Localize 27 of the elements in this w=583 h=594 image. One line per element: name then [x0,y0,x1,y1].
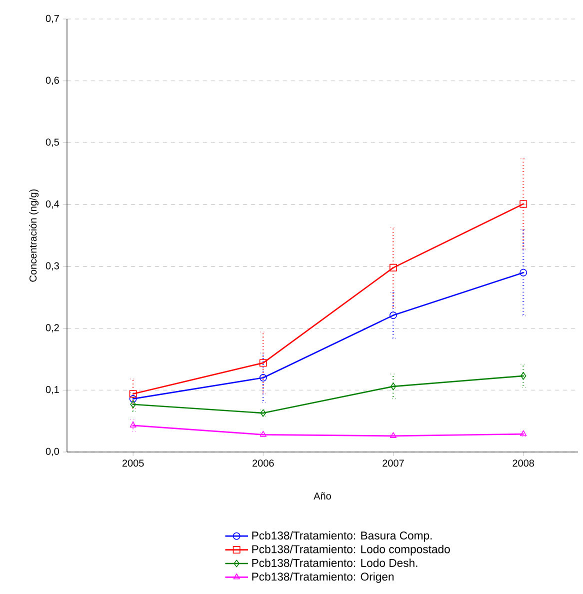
legend-label: Pcb138/Tratamiento: Lodo compostado [252,544,450,556]
point [390,382,396,390]
point [259,359,267,367]
point [130,422,136,428]
x-tick-label: 2007 [382,460,404,467]
y-tick-label: 0,3 [46,262,59,271]
x-tick-label: 2008 [512,460,534,467]
point [390,264,397,272]
point [520,372,526,380]
point [520,268,528,276]
y-tick-label: 0,5 [46,138,59,147]
y-tick-label: 0,6 [46,76,59,85]
legend-label: Pcb138/Tratamiento: Lodo Desh. [252,558,418,567]
y-axis-title: Concentración (ng/g) [29,189,39,282]
point [259,374,267,382]
y-tick-label: 0,2 [46,324,59,332]
x-tick-label: 2006 [252,460,274,467]
legend-label: Pcb138/Tratamiento: Origen [252,572,394,583]
legend-label: Pcb138/Tratamiento: Basura Comp. [252,531,432,542]
y-tick-label: 0,7 [46,14,59,24]
y-tick-label: 0,1 [46,386,59,394]
x-axis-title: Año [314,492,331,500]
point [390,312,397,320]
x-tick-label: 2005 [122,460,144,467]
y-tick-label: 0,0 [46,448,59,456]
point [520,200,528,208]
y-tick-label: 0,4 [46,200,60,209]
